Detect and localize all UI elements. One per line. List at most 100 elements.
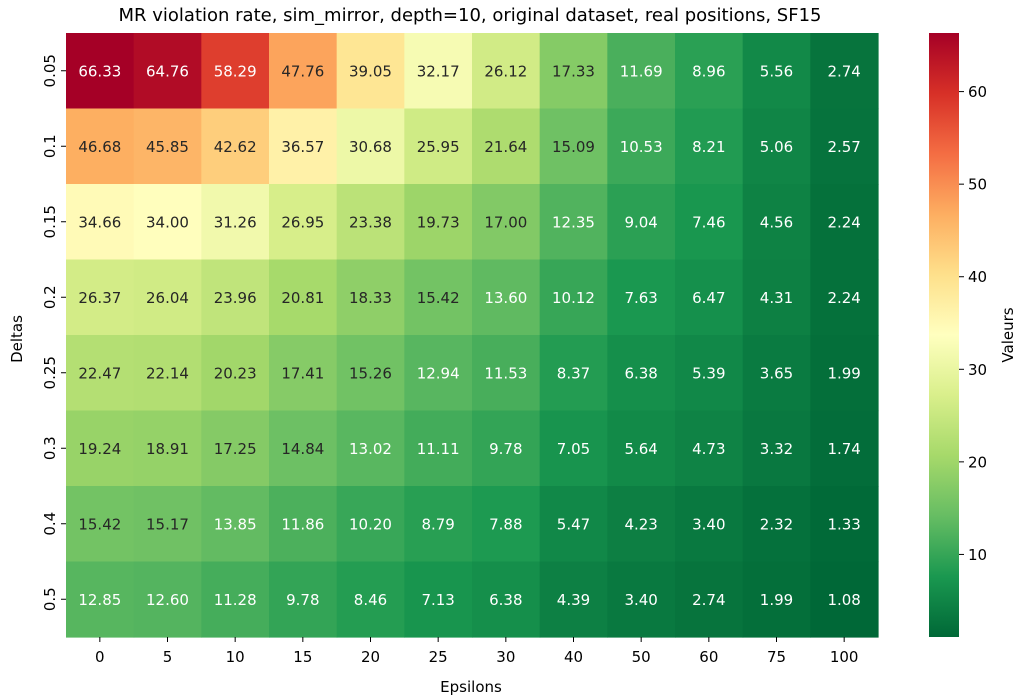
cell-value-label: 1.99 <box>760 591 793 609</box>
heatmap-cell <box>472 335 541 412</box>
cell-value-label: 6.47 <box>692 289 725 307</box>
cell-value-label: 20.81 <box>281 289 324 307</box>
heatmap-cell <box>539 486 608 563</box>
cell-value-label: 22.47 <box>78 364 121 382</box>
heatmap-cell <box>66 33 135 110</box>
heatmap-cell <box>810 335 879 412</box>
cell-value-label: 2.24 <box>827 213 860 231</box>
cell-value-label: 45.85 <box>146 138 189 156</box>
heatmap-cell <box>742 486 811 563</box>
cell-value-label: 12.60 <box>146 591 189 609</box>
cell-value-label: 1.33 <box>827 515 860 533</box>
heatmap-cell <box>336 184 405 261</box>
heatmap-cell <box>472 108 541 185</box>
cell-value-label: 15.42 <box>78 515 121 533</box>
heatmap-cells <box>66 33 879 638</box>
x-tick-label: 100 <box>830 648 859 666</box>
cell-value-label: 12.85 <box>78 591 121 609</box>
x-tick-label: 30 <box>496 648 515 666</box>
heatmap-cell <box>201 108 270 185</box>
x-tick-label: 75 <box>767 648 786 666</box>
heatmap-cell <box>269 410 338 487</box>
cell-value-label: 1.74 <box>827 440 860 458</box>
heatmap-cell <box>269 108 338 185</box>
heatmap-cell <box>810 33 879 110</box>
heatmap-cell <box>133 259 202 336</box>
cell-value-label: 8.46 <box>354 591 387 609</box>
heatmap-cell <box>607 335 676 412</box>
heatmap-cell <box>404 561 473 638</box>
heatmap-cell <box>133 335 202 412</box>
x-tick-label: 25 <box>429 648 448 666</box>
heatmap-cell <box>336 33 405 110</box>
heatmap-cell <box>404 108 473 185</box>
cell-value-label: 11.28 <box>214 591 257 609</box>
cell-value-label: 5.64 <box>624 440 657 458</box>
cell-value-label: 6.38 <box>489 591 522 609</box>
y-axis-label: Deltas <box>8 315 26 363</box>
cell-value-label: 10.12 <box>552 289 595 307</box>
cell-value-label: 47.76 <box>281 62 324 80</box>
cell-value-label: 25.95 <box>417 138 460 156</box>
colorbar-tick-label: 10 <box>968 546 987 564</box>
cell-value-label: 30.68 <box>349 138 392 156</box>
heatmap-cell <box>472 259 541 336</box>
y-tick-label: 0.05 <box>41 54 59 87</box>
cell-value-label: 8.37 <box>557 364 590 382</box>
cell-value-label: 23.96 <box>214 289 257 307</box>
cell-value-label: 34.66 <box>78 213 121 231</box>
cell-value-label: 12.94 <box>417 364 460 382</box>
colorbar-tick-label: 40 <box>968 268 987 286</box>
heatmap-cell <box>269 33 338 110</box>
colorbar-tick-label: 60 <box>968 83 987 101</box>
x-tick-label: 5 <box>163 648 173 666</box>
heatmap-cell <box>810 184 879 261</box>
colorbar-tick-label: 30 <box>968 361 987 379</box>
cell-value-label: 8.96 <box>692 62 725 80</box>
heatmap-cell <box>607 33 676 110</box>
heatmap-cell <box>539 335 608 412</box>
cell-value-label: 7.05 <box>557 440 590 458</box>
heatmap-cell <box>539 33 608 110</box>
heatmap-cell <box>607 561 676 638</box>
heatmap-cell <box>201 184 270 261</box>
cell-value-label: 13.60 <box>484 289 527 307</box>
cell-value-label: 4.23 <box>624 515 657 533</box>
cell-value-label: 64.76 <box>146 62 189 80</box>
cell-value-label: 10.53 <box>620 138 663 156</box>
cell-value-label: 6.38 <box>624 364 657 382</box>
cell-value-label: 13.85 <box>214 515 257 533</box>
heatmap-cell <box>810 259 879 336</box>
heatmap-cell <box>675 184 744 261</box>
cell-value-label: 9.04 <box>624 213 657 231</box>
heatmap-cell <box>742 561 811 638</box>
cell-value-label: 4.73 <box>692 440 725 458</box>
cell-value-label: 31.26 <box>214 213 257 231</box>
cell-value-label: 26.04 <box>146 289 189 307</box>
x-tick-label: 10 <box>226 648 245 666</box>
heatmap-cell <box>133 410 202 487</box>
cell-value-label: 5.47 <box>557 515 590 533</box>
heatmap-cell <box>133 561 202 638</box>
heatmap-cell <box>66 184 135 261</box>
heatmap-cell <box>539 184 608 261</box>
cell-value-label: 7.13 <box>421 591 454 609</box>
heatmap-cell <box>133 108 202 185</box>
cell-value-label: 20.23 <box>214 364 257 382</box>
cell-value-label: 12.35 <box>552 213 595 231</box>
heatmap-cell <box>66 561 135 638</box>
colorbar-ticks: 10 20 30 40 50 60 <box>959 83 987 564</box>
x-tick-label: 40 <box>564 648 583 666</box>
cell-value-label: 15.26 <box>349 364 392 382</box>
cell-value-label: 11.11 <box>417 440 460 458</box>
cell-value-label: 58.29 <box>214 62 257 80</box>
heatmap-cell <box>539 410 608 487</box>
cell-value-label: 36.57 <box>281 138 324 156</box>
cell-value-label: 17.00 <box>484 213 527 231</box>
cell-value-label: 1.99 <box>827 364 860 382</box>
cell-value-label: 2.74 <box>827 62 860 80</box>
heatmap-cell <box>404 184 473 261</box>
cell-value-label: 7.88 <box>489 515 522 533</box>
cell-value-label: 15.09 <box>552 138 595 156</box>
